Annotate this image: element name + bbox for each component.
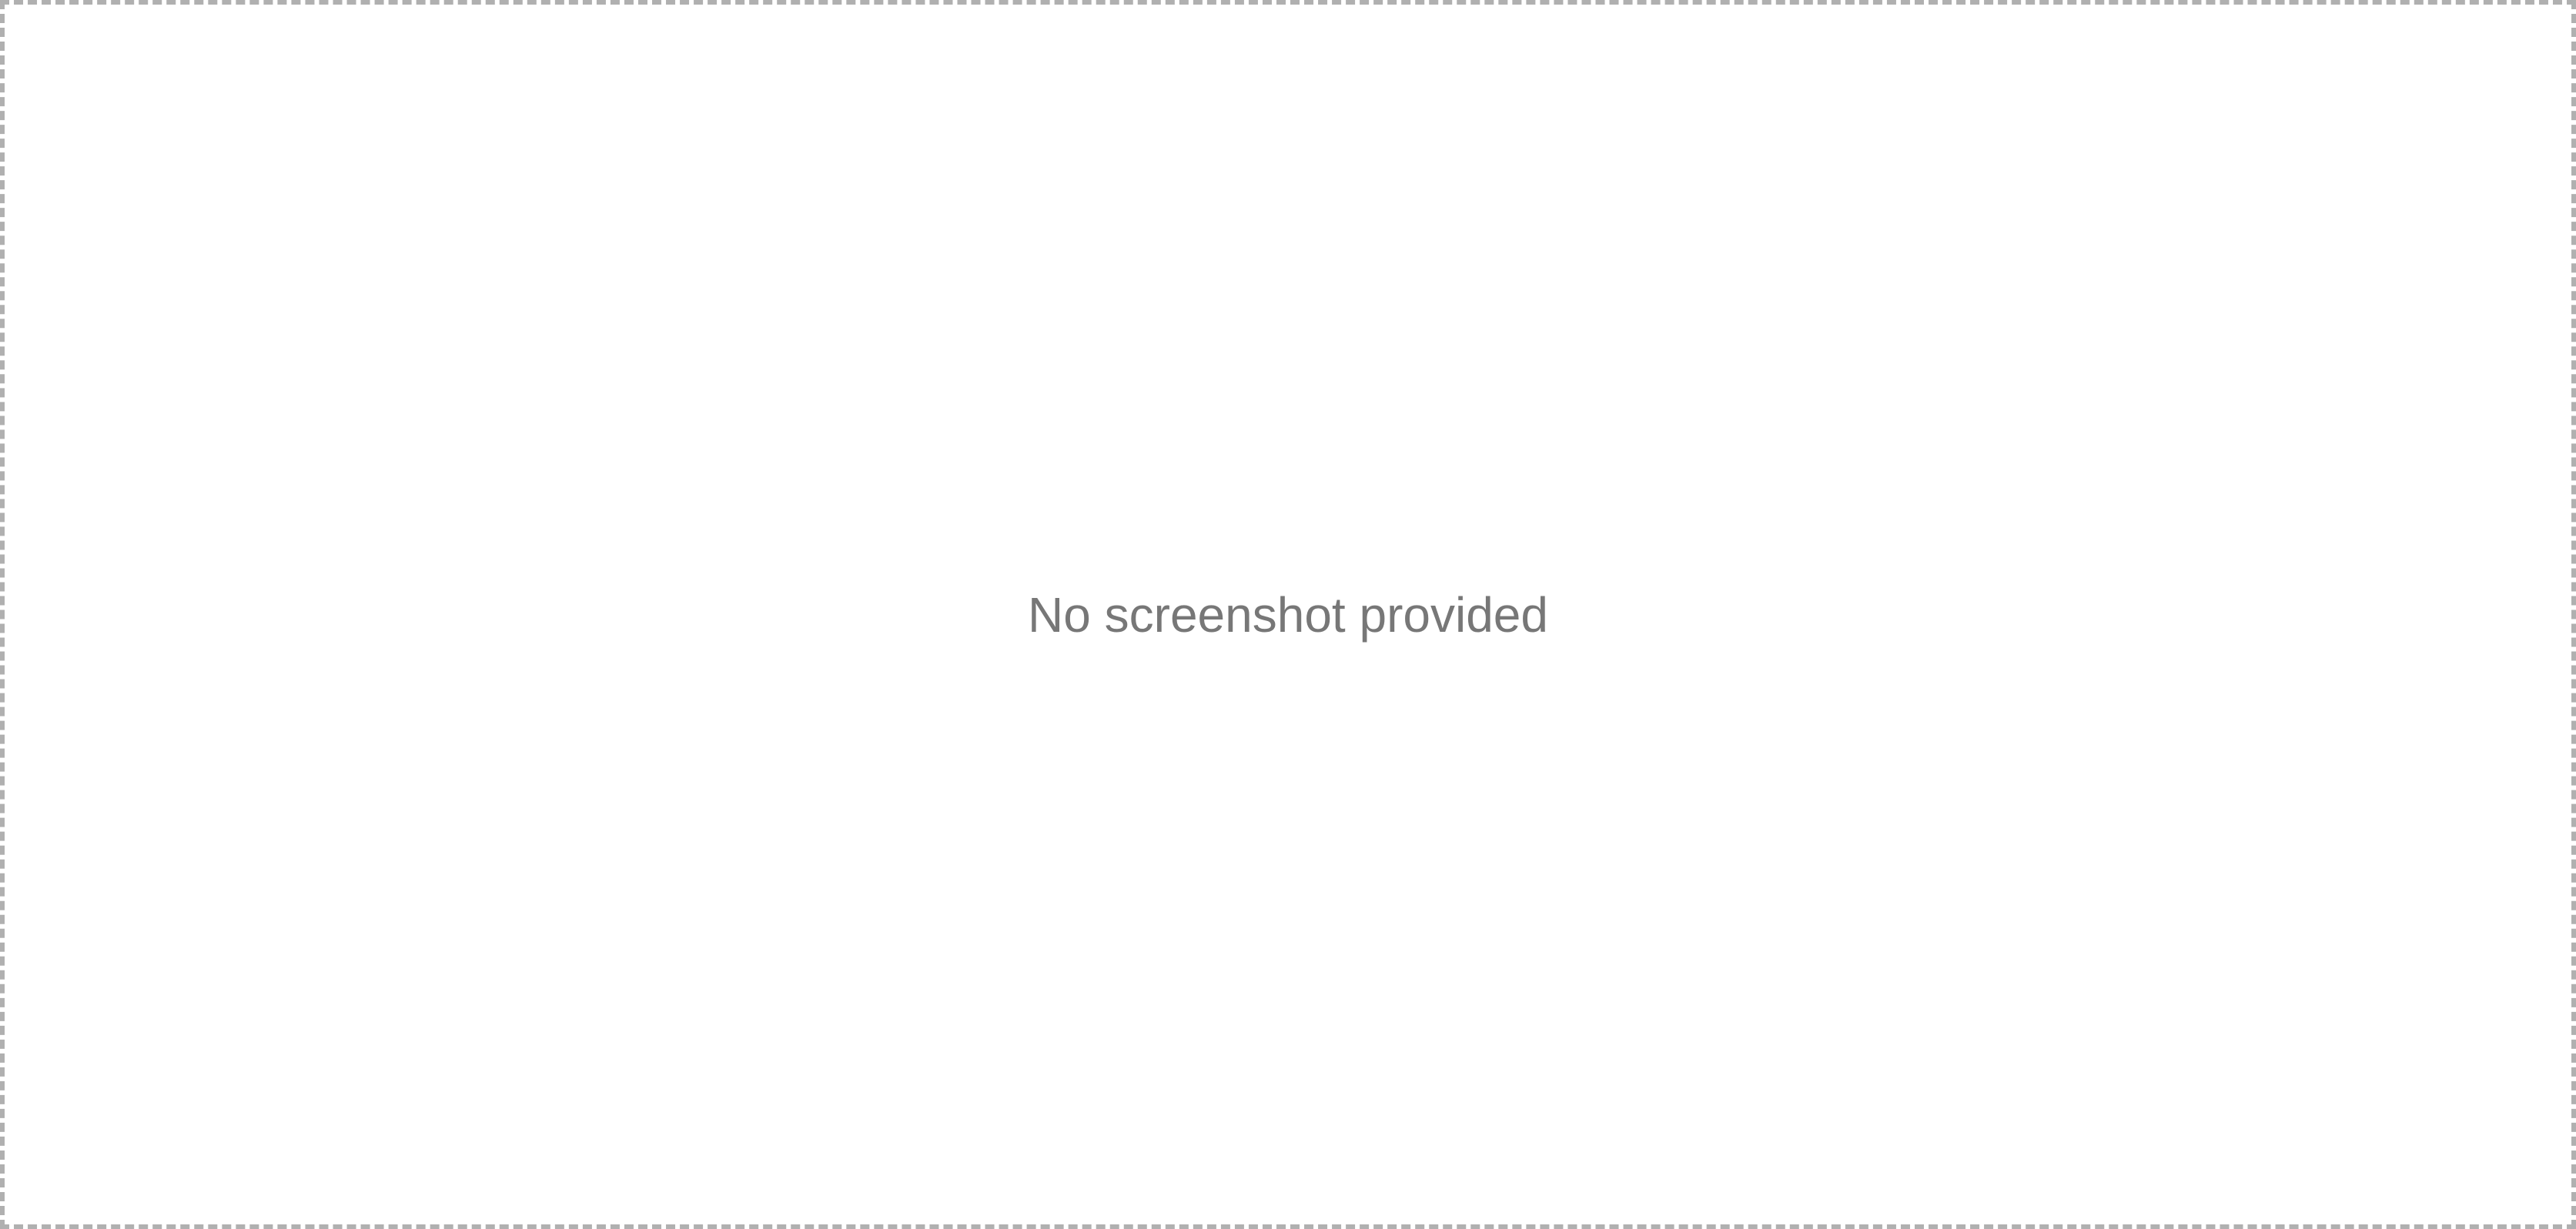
placeholder-message: No screenshot provided <box>1028 586 1548 643</box>
